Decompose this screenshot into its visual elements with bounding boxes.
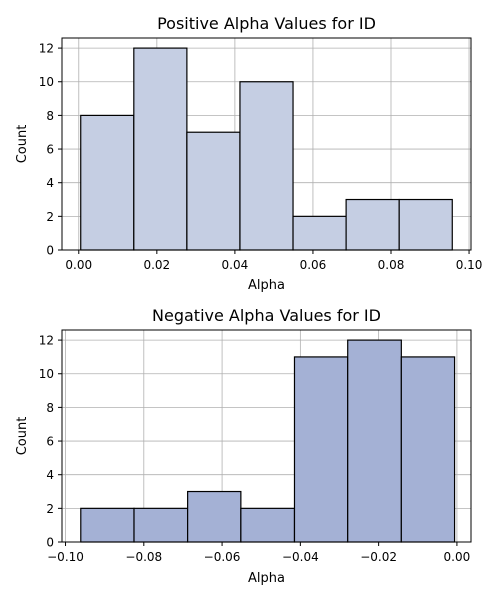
histogram-bar (345, 198, 400, 251)
histogram-bar (347, 339, 402, 543)
y-tick-label: 4 (46, 176, 54, 190)
y-tick-label: 6 (46, 435, 54, 449)
x-tick-label: −0.08 (125, 550, 162, 564)
histogram-bar (133, 47, 188, 251)
y-tick-label: 2 (46, 502, 54, 516)
x-tick-label: 0.00 (65, 258, 92, 272)
y-tick-label: 0 (46, 536, 54, 550)
y-axis-label: Count (15, 417, 30, 456)
histogram-bar (240, 507, 296, 543)
positive-alpha-chart: Positive Alpha Values for ID 0.00 0.02 0.0… (15, 14, 482, 293)
x-tick-label: −0.02 (360, 550, 397, 564)
histogram-bar (398, 198, 453, 251)
x-axis-label: Alpha (248, 278, 285, 293)
histogram-bar (80, 114, 135, 251)
y-axis-label: Count (15, 125, 30, 164)
y-tick-label: 0 (46, 244, 54, 258)
y-tick-label: 2 (46, 210, 54, 224)
y-tick-label: 10 (39, 75, 54, 89)
plot-frame (61, 37, 472, 251)
chart-title: Positive Alpha Values for ID (157, 14, 376, 33)
x-axis-label: Alpha (248, 571, 285, 586)
histogram-bar (186, 131, 241, 251)
y-tick-label: 12 (39, 42, 54, 56)
y-tick-label: 10 (39, 367, 54, 381)
y-tick-label: 8 (46, 109, 54, 123)
x-tick-label: 0.02 (143, 258, 170, 272)
histogram-bar (80, 507, 135, 543)
negative-alpha-chart: Negative Alpha Values for ID −0.10 −0.08 −… (15, 306, 472, 586)
histogram-bar (293, 356, 349, 543)
y-tick-label: 12 (39, 334, 54, 348)
chart-title: Negative Alpha Values for ID (152, 306, 381, 325)
histogram-bar (239, 81, 294, 251)
histogram-bar (400, 356, 456, 543)
y-tick-label: 6 (46, 143, 54, 157)
histogram-bar (292, 215, 347, 251)
y-tick-label: 8 (46, 401, 54, 415)
x-tick-label: 0.10 (456, 258, 483, 272)
x-tick-label: −0.04 (282, 550, 319, 564)
histogram-bar (187, 490, 242, 543)
histogram-bar (133, 507, 189, 543)
x-tick-label: 0.06 (300, 258, 327, 272)
x-tick-label: 0.00 (444, 550, 471, 564)
x-tick-label: −0.10 (47, 550, 84, 564)
x-tick-label: 0.04 (222, 258, 249, 272)
plot-frame (61, 329, 472, 543)
x-tick-label: −0.06 (204, 550, 241, 564)
x-tick-label: 0.08 (378, 258, 405, 272)
y-tick-label: 4 (46, 468, 54, 482)
